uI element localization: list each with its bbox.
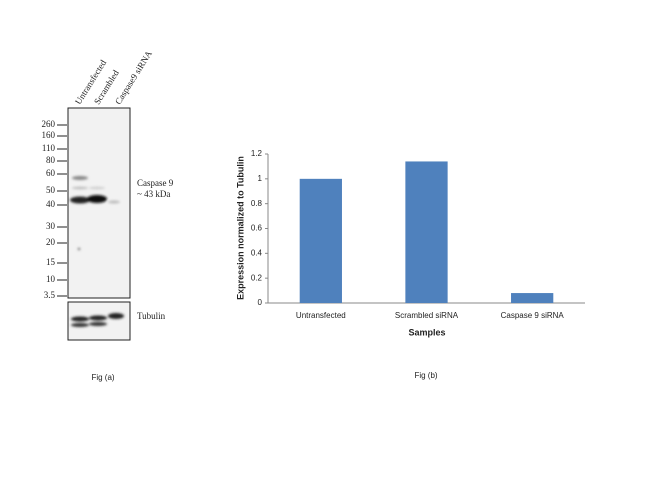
bar xyxy=(299,178,342,303)
marker-label: 60 xyxy=(46,168,56,178)
band-label: Caspase 9 xyxy=(137,178,174,188)
band-size: ~ 43 kDa xyxy=(137,189,170,199)
marker-label: 20 xyxy=(46,237,56,247)
y-tick-label: 0.6 xyxy=(251,224,263,233)
y-tick-label: 0.4 xyxy=(251,248,263,257)
marker-label: 50 xyxy=(46,185,56,195)
caption-b: Fig (b) xyxy=(414,371,437,380)
marker-label: 260 xyxy=(42,119,56,129)
y-tick-label: 0 xyxy=(258,298,263,307)
x-tick-label: Untransfected xyxy=(296,311,346,320)
y-tick-label: 0.8 xyxy=(251,199,263,208)
caption-a: Fig (a) xyxy=(91,373,114,382)
bar xyxy=(405,161,448,303)
y-tick-label: 0.2 xyxy=(251,273,263,282)
tubulin-bands xyxy=(71,313,124,327)
y-tick-label: 1.2 xyxy=(251,149,263,158)
y-axis-title: Expression normalized to Tubulin xyxy=(235,156,245,300)
marker-label: 15 xyxy=(46,257,56,267)
bar xyxy=(511,293,554,303)
marker-label: 30 xyxy=(46,221,56,231)
marker-label: 3.5 xyxy=(44,290,56,300)
marker-label: 80 xyxy=(46,155,56,165)
lane-label: Caspase9 siRNA xyxy=(113,48,154,106)
y-tick-label: 1 xyxy=(258,174,263,183)
marker-label: 160 xyxy=(42,130,56,140)
loading-label: Tubulin xyxy=(137,311,166,321)
marker-label: 40 xyxy=(46,199,56,209)
x-axis-title: Samples xyxy=(408,327,445,337)
marker-label: 10 xyxy=(46,274,56,284)
x-tick-label: Scrambled siRNA xyxy=(395,311,459,320)
blot-bands xyxy=(70,176,120,251)
x-tick-label: Caspase 9 siRNA xyxy=(501,311,565,320)
marker-label: 110 xyxy=(42,143,56,153)
